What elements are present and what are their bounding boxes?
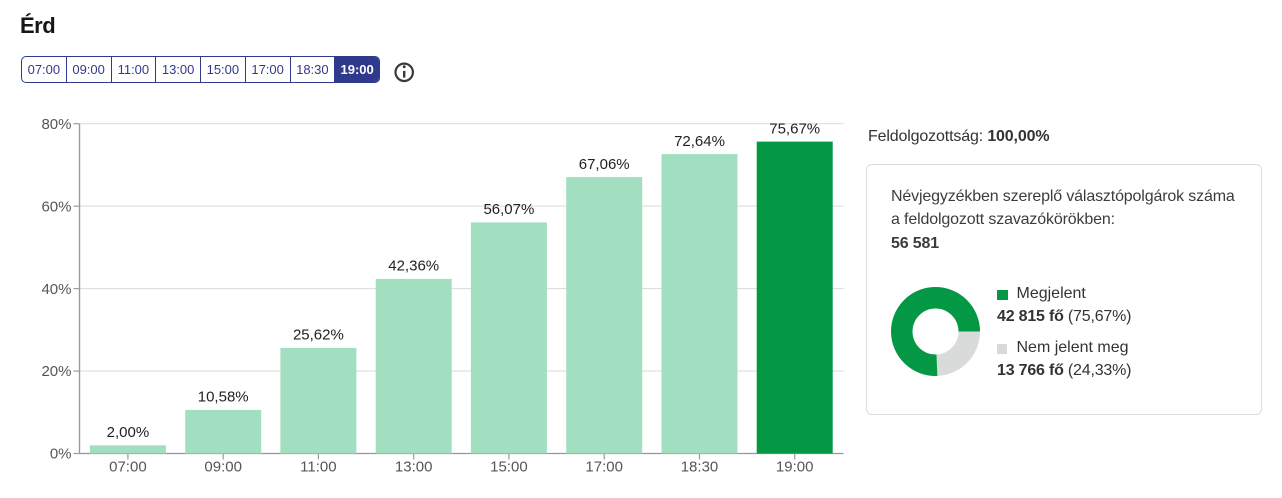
svg-text:19:00: 19:00 — [776, 459, 814, 476]
svg-text:2,00%: 2,00% — [107, 424, 150, 441]
svg-text:72,64%: 72,64% — [674, 133, 725, 150]
svg-text:25,62%: 25,62% — [293, 327, 344, 344]
svg-text:67,06%: 67,06% — [579, 156, 630, 173]
svg-text:42,36%: 42,36% — [388, 258, 439, 275]
svg-text:0%: 0% — [50, 446, 72, 463]
svg-text:20%: 20% — [41, 363, 71, 380]
svg-text:07:00: 07:00 — [109, 459, 147, 476]
svg-text:80%: 80% — [41, 116, 71, 133]
svg-text:40%: 40% — [41, 281, 71, 298]
svg-text:09:00: 09:00 — [204, 459, 242, 476]
svg-text:11:00: 11:00 — [300, 459, 336, 476]
svg-text:56,07%: 56,07% — [483, 201, 534, 218]
svg-text:10,58%: 10,58% — [198, 389, 249, 406]
svg-text:15:00: 15:00 — [490, 459, 528, 476]
svg-text:60%: 60% — [41, 198, 71, 215]
svg-text:75,67%: 75,67% — [769, 120, 820, 137]
svg-text:18:30: 18:30 — [681, 459, 719, 476]
svg-text:17:00: 17:00 — [585, 459, 623, 476]
svg-text:13:00: 13:00 — [395, 459, 433, 476]
